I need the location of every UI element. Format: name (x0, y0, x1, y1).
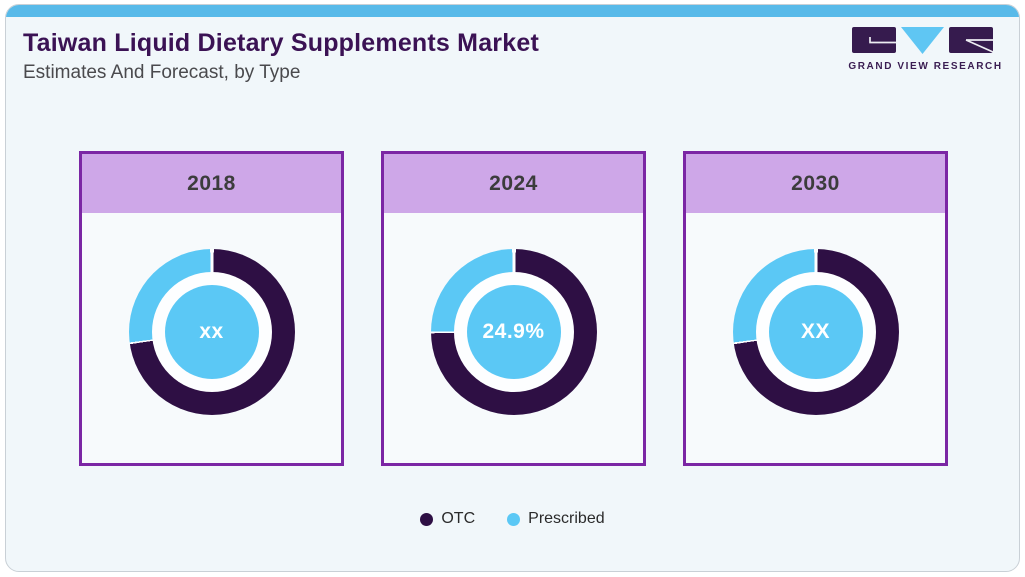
donut-center-circle: XX (768, 285, 863, 379)
donut-chart-2024: 24.9% (430, 249, 597, 415)
card-header-2018: 2018 (82, 154, 341, 213)
year-label: 2030 (791, 171, 840, 195)
page-title: Taiwan Liquid Dietary Supplements Market (23, 29, 539, 57)
otc-legend-dot-icon (420, 512, 434, 526)
legend-item-otc: OTC (420, 510, 475, 528)
donut-cards-row: 2018 xx 2024 24.9% 2030 (6, 151, 1019, 466)
year-card-2024: 2024 24.9% (381, 151, 646, 466)
donut-chart-2030: XX (732, 249, 899, 415)
legend-item-prescribed: Prescribed (507, 510, 605, 528)
donut-chart-2018: xx (128, 249, 295, 415)
prescribed-legend-dot-icon (507, 512, 521, 526)
donut-value-label: xx (199, 320, 224, 343)
card-header-2024: 2024 (384, 154, 643, 213)
donut-center-circle: xx (164, 285, 259, 379)
year-label: 2024 (489, 171, 538, 195)
legend-label-prescribed: Prescribed (528, 510, 605, 527)
donut-value-label: 24.9% (482, 320, 545, 343)
card-header-2030: 2030 (686, 154, 945, 213)
infographic-frame: Taiwan Liquid Dietary Supplements Market… (5, 4, 1020, 572)
chart-legend: OTC Prescribed (6, 510, 1019, 528)
year-card-2018: 2018 xx (79, 151, 344, 466)
grand-view-research-logo: GRAND VIEW RESEARCH (848, 27, 1001, 72)
donut-value-label: XX (800, 320, 830, 343)
gvr-logo-icon (852, 27, 994, 54)
top-accent-bar (6, 5, 1019, 17)
year-label: 2018 (187, 171, 236, 195)
legend-label-otc: OTC (441, 510, 476, 527)
logo-brand-name: GRAND VIEW RESEARCH (848, 61, 1003, 72)
page-subtitle: Estimates And Forecast, by Type (23, 62, 301, 83)
year-card-2030: 2030 XX (683, 151, 948, 466)
donut-center-circle: 24.9% (466, 285, 561, 379)
